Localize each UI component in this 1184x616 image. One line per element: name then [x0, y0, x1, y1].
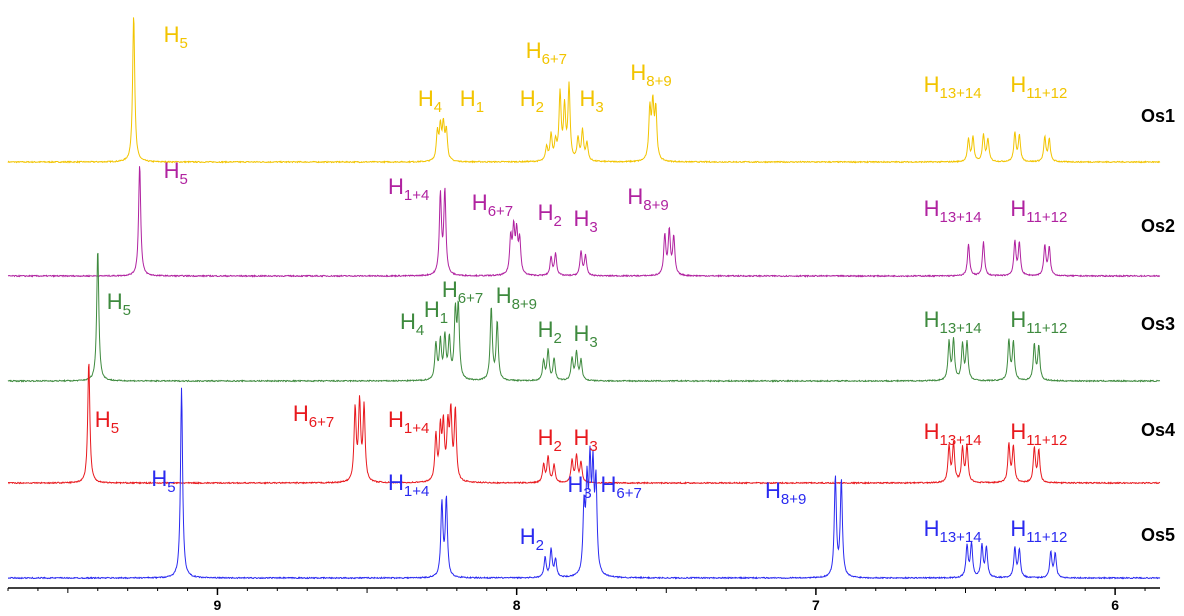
- peak-label-os5-h5: H5: [151, 466, 175, 496]
- peak-label-os3-h6-7: H6+7: [442, 277, 483, 307]
- peak-label-os1-h4: H4: [418, 86, 442, 116]
- peak-label-os4-h1-4: H1+4: [388, 407, 429, 437]
- sample-label-os2: Os2: [1141, 216, 1175, 236]
- spectrum-os3: [7, 252, 1161, 383]
- spectra-group: [7, 17, 1161, 580]
- peak-label-os5-h1-4: H1+4: [388, 470, 429, 500]
- spectrum-os5: [8, 387, 1161, 580]
- peak-label-os3-h3: H3: [574, 321, 598, 351]
- peak-label-os3-h11-12: H11+12: [1010, 307, 1067, 337]
- spectrum-os4: [8, 363, 1161, 485]
- peak-label-os1-h11-12: H11+12: [1010, 72, 1067, 102]
- peak-label-os1-h13-14: H13+14: [924, 72, 982, 102]
- x-tick-label: 7: [812, 597, 820, 613]
- peak-label-os2-h6-7: H6+7: [472, 190, 513, 220]
- peak-label-os1-h5: H5: [164, 22, 188, 52]
- peak-label-os1-h2: H2: [520, 86, 544, 116]
- x-tick-label: 6: [1111, 597, 1119, 613]
- x-tick-label: 8: [513, 597, 521, 613]
- peak-label-os1-h1: H1: [460, 86, 484, 116]
- peak-label-os3-h4: H4: [400, 309, 424, 339]
- peak-label-os3-h13-14: H13+14: [924, 307, 982, 337]
- peak-label-os4-h2: H2: [538, 425, 562, 455]
- peak-label-os2-h8-9: H8+9: [627, 184, 668, 214]
- peak-label-os1-h3: H3: [580, 86, 604, 116]
- peak-label-os4-h5: H5: [95, 407, 119, 437]
- peak-label-os4-h6-7: H6+7: [293, 401, 334, 431]
- peak-label-os3-h2: H2: [538, 317, 562, 347]
- peak-label-os2-h3: H3: [574, 206, 598, 236]
- peak-label-os2-h13-14: H13+14: [924, 196, 982, 226]
- peak-label-os2-h11-12: H11+12: [1010, 196, 1067, 226]
- sample-label-os1: Os1: [1141, 106, 1175, 126]
- peak-label-os1-h8-9: H8+9: [630, 60, 671, 90]
- peak-label-os5-h2: H2: [520, 524, 544, 554]
- peak-label-os2-h1-4: H1+4: [388, 174, 429, 204]
- peak-label-os2-h5: H5: [164, 158, 188, 188]
- sample-names-group: Os1 Os2 Os3 Os4 Os5: [1141, 106, 1175, 545]
- peak-label-os5-h13-14: H13+14: [924, 516, 982, 546]
- sample-label-os3: Os3: [1141, 314, 1175, 334]
- x-axis: 9 8 7 6: [7, 587, 1160, 613]
- peak-label-os4-h3: H3: [574, 425, 598, 455]
- sample-label-os5: Os5: [1141, 525, 1175, 545]
- peak-label-os4-h13-14: H13+14: [924, 419, 982, 449]
- peak-label-os1-h6-7: H6+7: [526, 38, 567, 68]
- sample-label-os4: Os4: [1141, 420, 1175, 440]
- spectrum-os1: [7, 17, 1161, 164]
- spectrum-os2: [7, 166, 1161, 278]
- peak-label-os5-h6-7: H6+7: [601, 472, 642, 502]
- x-tick-label: 9: [214, 597, 222, 613]
- peak-label-os3-h5: H5: [107, 289, 131, 319]
- peak-label-os3-h8-9: H8+9: [496, 283, 537, 313]
- peak-label-os4-h11-12: H11+12: [1010, 419, 1067, 449]
- peak-label-os5-h11-12: H11+12: [1010, 516, 1067, 546]
- peak-label-os2-h2: H2: [538, 200, 562, 230]
- peak-label-os5-h8-9: H8+9: [765, 478, 806, 508]
- peak-label-os3-h1: H1: [424, 297, 448, 327]
- peak-label-os5-h3: H3: [568, 472, 592, 502]
